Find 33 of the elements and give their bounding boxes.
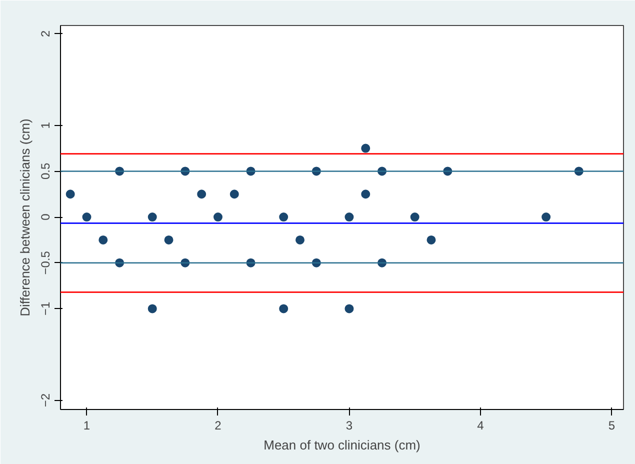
point [279, 212, 288, 222]
point [148, 304, 157, 314]
x-tick-label: 2 [214, 418, 222, 432]
x-tick-label: 3 [346, 418, 353, 432]
x-axis-title: Mean of two clinicians (cm) [264, 438, 420, 452]
point [98, 235, 108, 244]
y-tick-label: 1 [38, 122, 52, 129]
x-tick-label: 1 [83, 418, 90, 432]
y-tick-label: −0.5 [38, 250, 52, 275]
point [426, 235, 436, 244]
point [164, 235, 174, 244]
point [230, 190, 239, 199]
point [410, 212, 420, 222]
x-tick-label: 5 [608, 418, 616, 432]
point [344, 304, 354, 314]
x-tick-label: 4 [477, 418, 484, 432]
point [296, 235, 305, 244]
point [279, 304, 288, 314]
y-tick-label: 0 [38, 213, 52, 220]
y-tick-label: 0.5 [38, 162, 52, 180]
y-tick-label: −2 [38, 393, 52, 408]
point [197, 190, 206, 199]
point [361, 144, 370, 153]
point [344, 212, 354, 222]
y-tick-label: 2 [38, 30, 52, 38]
point [213, 212, 222, 222]
y-axis-title: Difference between clinicians (cm) [18, 118, 32, 316]
point [542, 212, 551, 222]
point [148, 212, 157, 222]
point [66, 190, 75, 199]
point [82, 212, 92, 222]
point [361, 190, 370, 199]
y-tick-label: −1 [38, 302, 52, 316]
